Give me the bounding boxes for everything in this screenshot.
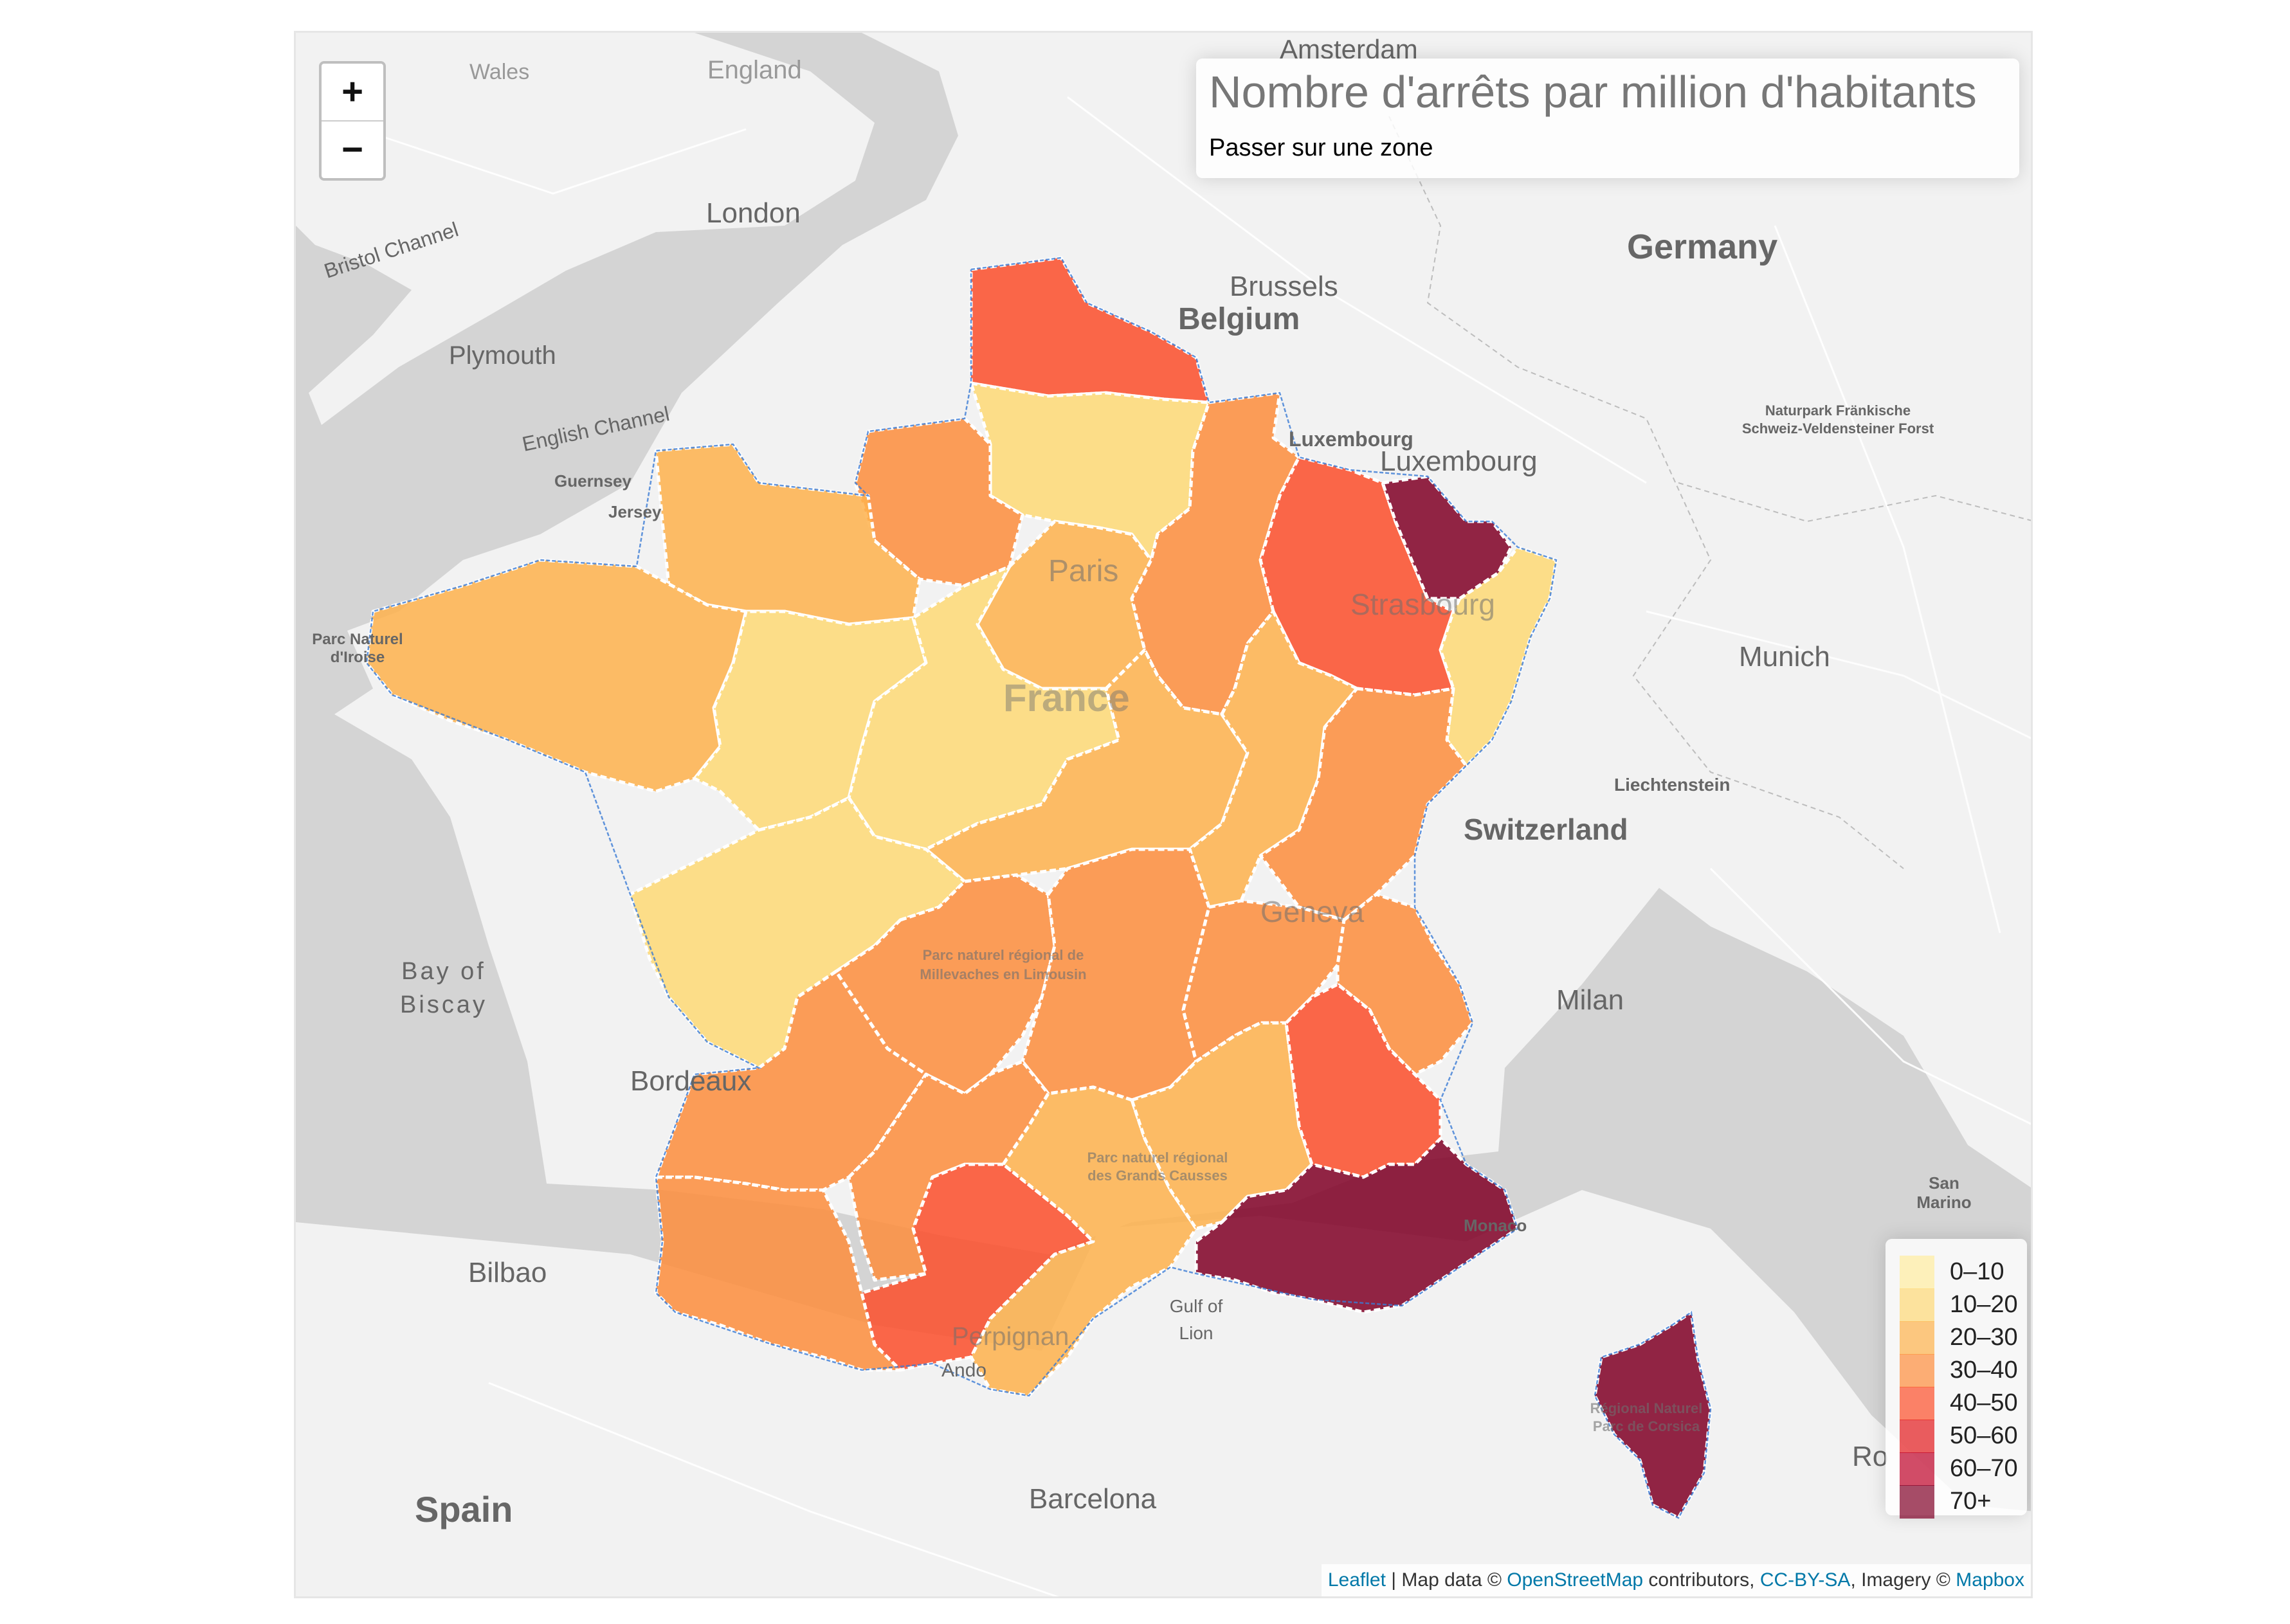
label-munich: Munich <box>1739 641 1830 672</box>
legend-label: 60–70 <box>1950 1455 2018 1482</box>
label-guernsey: Guernsey <box>554 471 632 491</box>
label-geneva: Geneva <box>1260 895 1365 928</box>
mapbox-link[interactable]: Mapbox <box>1956 1569 2024 1591</box>
label-strasbourg: Strasbourg <box>1350 588 1496 621</box>
label-san-marino: San Marino <box>1916 1173 1972 1212</box>
label-milan: Milan <box>1556 984 1624 1016</box>
label-bilbao: Bilbao <box>468 1257 547 1288</box>
zoom-control: + − <box>319 61 386 181</box>
region-picardie[interactable]: Picardie <box>969 381 1211 562</box>
zoom-in-button[interactable]: + <box>341 71 363 113</box>
info-panel: Nombre d'arrêts par million d'habitants … <box>1196 59 2019 178</box>
legend-label: 40–50 <box>1950 1389 2018 1416</box>
label-switzerland: Switzerland <box>1464 813 1628 846</box>
label-paris: Paris <box>1048 554 1119 588</box>
region-alsace[interactable]: Alsace <box>1439 545 1558 768</box>
cc-by-sa-link[interactable]: CC-BY-SA <box>1759 1569 1851 1591</box>
legend-label: 20–30 <box>1950 1324 2018 1351</box>
legend-swatch <box>1900 1256 1934 1289</box>
legend-swatch <box>1900 1387 1934 1420</box>
label-spain: Spain <box>415 1489 513 1529</box>
label-perpignan: Perpignan <box>952 1322 1069 1351</box>
legend-swatch <box>1900 1452 1934 1486</box>
label-jersey: Jersey <box>608 502 662 521</box>
legend-label: 50–60 <box>1950 1422 2018 1449</box>
region-corse[interactable]: Corse <box>1593 1310 1713 1520</box>
label-rome: Ro <box>1852 1441 1889 1472</box>
label-france: France <box>1003 676 1130 719</box>
legend-label: 30–40 <box>1950 1357 2018 1384</box>
leaflet-link[interactable]: Leaflet <box>1327 1569 1386 1591</box>
info-title: Nombre d'arrêts par million d'habitants <box>1209 67 1977 117</box>
label-england: England <box>707 56 802 84</box>
label-london: London <box>706 197 801 229</box>
attribution-contributors: contributors, <box>1643 1569 1760 1591</box>
label-brussels: Brussels <box>1230 271 1338 302</box>
label-parc-millevaches: Parc naturel régional de Millevaches en … <box>920 947 1087 982</box>
attribution: Leaflet | Map data © OpenStreetMap contr… <box>1321 1564 2031 1596</box>
label-wales: Wales <box>469 60 530 84</box>
region-auvergne[interactable]: Auvergne <box>1021 847 1211 1102</box>
label-luxembourg-country: Luxembourg <box>1380 446 1538 477</box>
basemap: Hauts-de-France (Nord-Pas-de-Calais) Pic… <box>296 33 2031 1596</box>
attribution-imagery: , Imagery © <box>1850 1569 1956 1591</box>
label-naturpark: Naturpark Fränkische Schweiz-Veldenstein… <box>1741 402 1934 437</box>
label-liechtenstein: Liechtenstein <box>1614 775 1731 795</box>
label-germany: Germany <box>1627 228 1778 266</box>
label-parc-iroise: Parc Naturel d'Iroise <box>312 631 403 666</box>
legend-swatch <box>1900 1321 1934 1355</box>
region-centre[interactable]: Centre <box>847 564 1121 851</box>
label-parc-corse: Régional Naturel Parc de Corsica <box>1590 1400 1703 1434</box>
map-container[interactable]: Hauts-de-France (Nord-Pas-de-Calais) Pic… <box>294 31 2033 1598</box>
legend-label: 0–10 <box>1950 1258 2004 1285</box>
label-barcelona: Barcelona <box>1029 1483 1157 1515</box>
label-gulf-of-lion: Gulf of Lion <box>1169 1296 1223 1343</box>
legend-swatch <box>1900 1485 1934 1519</box>
legend-label: 70+ <box>1950 1488 1992 1515</box>
legend-label: 10–20 <box>1950 1291 2018 1318</box>
label-plymouth: Plymouth <box>449 341 556 370</box>
region-languedoc[interactable]: Languedoc <box>969 1085 1198 1398</box>
label-andorra: Ando <box>941 1360 987 1381</box>
label-parc-causses: Parc naturel régional des Grands Causses <box>1087 1150 1228 1184</box>
zoom-out-button[interactable]: − <box>322 120 383 178</box>
label-belgium: Belgium <box>1178 302 1300 336</box>
label-monaco: Monaco <box>1464 1216 1527 1235</box>
legend-swatch <box>1900 1288 1934 1322</box>
info-hint: Passer sur une zone <box>1209 134 1433 161</box>
legend: 0–10 10–20 20–30 30–40 40–50 50–60 60–70 70+ <box>1886 1239 2027 1519</box>
label-bay-of-biscay: Bay of Biscay <box>400 958 487 1018</box>
legend-swatch <box>1900 1420 1934 1453</box>
osm-link[interactable]: OpenStreetMap <box>1507 1569 1644 1591</box>
legend-swatch <box>1900 1354 1934 1387</box>
region-moselle-est[interactable]: Moselle-Est <box>1381 474 1513 600</box>
attribution-map-data: | Map data © <box>1385 1569 1507 1591</box>
label-bordeaux: Bordeaux <box>630 1065 752 1097</box>
label-luxembourg-city: Luxembourg <box>1289 428 1413 451</box>
